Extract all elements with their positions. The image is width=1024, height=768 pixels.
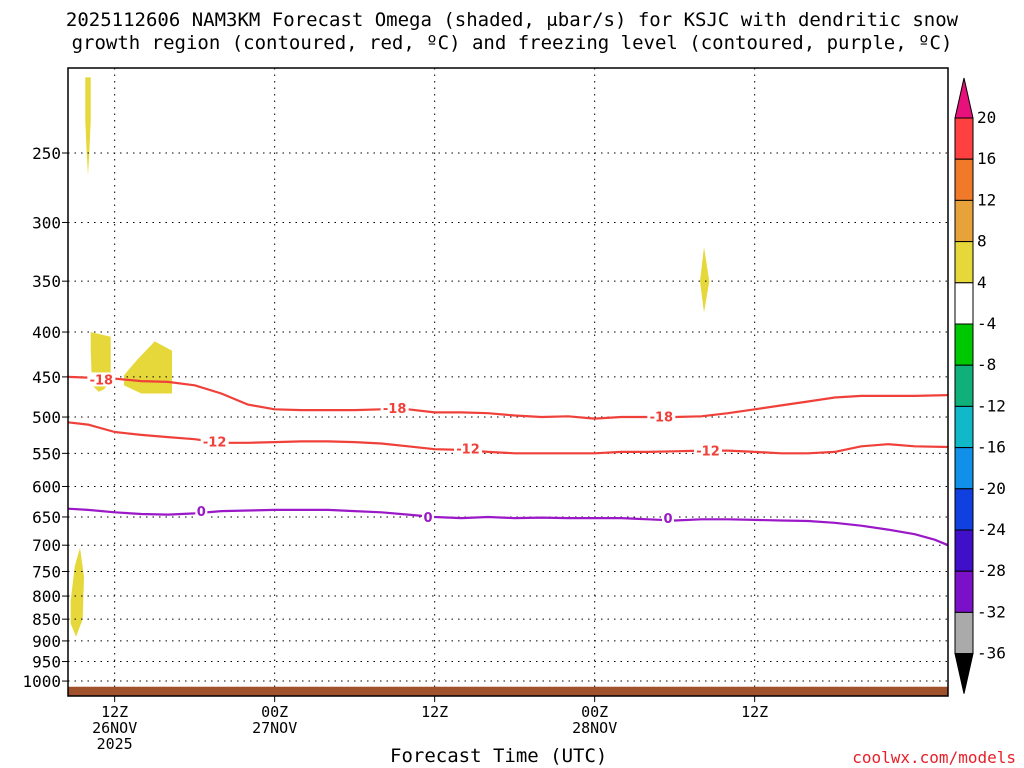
omega-region — [70, 547, 84, 637]
colorbar-segment — [954, 570, 974, 613]
y-tick-label: 400 — [32, 323, 61, 342]
contour-label: 0 — [197, 505, 206, 520]
colorbar-label: 4 — [977, 273, 987, 292]
contour-line — [67, 507, 949, 547]
chart-title-line-2: growth region (contoured, red, ºC) and f… — [71, 32, 953, 54]
colorbar-label: 16 — [977, 149, 996, 168]
contour-label: -18 — [90, 373, 114, 388]
y-tick-label: 900 — [32, 632, 61, 651]
colorbar-segment — [954, 611, 974, 655]
colorbar-segment — [954, 405, 974, 449]
y-tick-label: 1000 — [22, 672, 61, 691]
colorbar-label: -20 — [977, 479, 1006, 498]
colorbar-label: -24 — [977, 520, 1006, 539]
colorbar-segment — [954, 241, 974, 284]
colorbar: 20 16 12 8 4 -4 -8 -12 -16 -20 -24 -28 -32 -36 — [954, 77, 1006, 694]
x-tick-label: 27NOV — [252, 719, 297, 737]
omega-region — [85, 77, 91, 176]
colorbar-segment — [954, 199, 974, 243]
x-tick-label: 12Z — [101, 703, 128, 721]
contour-label: -12 — [456, 442, 480, 457]
chart-title-line-1: 2025112606 NAM3KM Forecast Omega (shaded… — [65, 9, 959, 31]
contour-label-bg — [422, 509, 434, 524]
y-tick-label: 450 — [32, 368, 61, 387]
contour-label-bg — [200, 434, 229, 449]
contour-label-bg — [195, 504, 208, 519]
x-tick-label: 28NOV — [572, 719, 617, 737]
contour-label: -12 — [203, 435, 227, 450]
colorbar-label: -32 — [977, 602, 1006, 621]
colorbar-segment — [954, 364, 974, 407]
y-tick-label: 500 — [32, 408, 61, 427]
contour-label: 0 — [423, 511, 432, 526]
colorbar-label: -36 — [977, 644, 1006, 663]
contour-label: -18 — [383, 402, 407, 417]
contour-line — [67, 375, 949, 420]
colorbar-segment — [954, 282, 974, 325]
colorbar-label: -4 — [977, 314, 996, 333]
colorbar-segment — [954, 447, 974, 490]
colorbar-segment — [954, 323, 974, 366]
gridlines — [68, 68, 948, 696]
contour-label-bg — [694, 443, 722, 458]
colorbar-segment — [954, 488, 974, 531]
y-tick-label: 950 — [32, 653, 61, 672]
contour-label-bg — [647, 409, 676, 424]
ground-layer — [68, 686, 948, 696]
colorbar-label: 12 — [977, 190, 996, 209]
plot-border — [67, 67, 949, 697]
colorbar-top-arrow — [954, 77, 974, 119]
colorbar-segment — [954, 117, 974, 160]
colorbar-label: 20 — [977, 108, 996, 127]
colorbar-label: -28 — [977, 561, 1006, 580]
source-credit: coolwx.com/models — [852, 748, 1016, 767]
plot-area — [68, 68, 948, 696]
contour-label: -12 — [696, 445, 720, 460]
colorbar-label: -12 — [977, 396, 1006, 415]
y-tick-label: 850 — [32, 610, 61, 629]
contour-label: -18 — [650, 410, 674, 425]
colorbar-label: -16 — [977, 438, 1006, 457]
colorbar-segment — [954, 158, 974, 201]
colorbar-label: -8 — [977, 355, 996, 374]
y-tick-labels: 250 300 350 400 450 500 550 600 650 700 750 800 850 9… — [22, 144, 68, 691]
omega-region — [700, 247, 710, 313]
y-tick-label: 650 — [32, 508, 61, 527]
contour-label-bg — [662, 511, 674, 526]
colorbar-bottom-arrow — [954, 653, 974, 694]
contour-label-bg — [87, 372, 116, 387]
y-tick-label: 300 — [32, 213, 61, 232]
contour-label-bg — [380, 400, 409, 415]
y-tick-label: 550 — [32, 444, 61, 463]
y-tick-label: 350 — [32, 272, 61, 291]
y-tick-label: 250 — [32, 144, 61, 163]
x-tick-label: 12Z — [421, 703, 448, 721]
contour-label-bg — [454, 441, 482, 456]
y-tick-label: 700 — [32, 536, 61, 555]
contour-label: 0 — [663, 512, 672, 527]
contour-layer: -18 -18 -18 -12 -12 -12 0 0 0 — [67, 372, 949, 547]
x-tick-label: 00Z — [581, 703, 608, 721]
y-tick-label: 750 — [32, 562, 61, 581]
x-tick-label: 12Z — [741, 703, 768, 721]
colorbar-segment — [954, 529, 974, 572]
y-tick-label: 800 — [32, 587, 61, 606]
x-tick-label: 2025 — [97, 735, 133, 753]
y-tick-label: 600 — [32, 477, 61, 496]
colorbar-label: 8 — [977, 232, 987, 251]
x-axis-label: Forecast Time (UTC) — [390, 745, 608, 767]
ground-fill — [68, 686, 948, 696]
x-tick-label: 26NOV — [92, 719, 137, 737]
x-tick-label: 00Z — [261, 703, 288, 721]
